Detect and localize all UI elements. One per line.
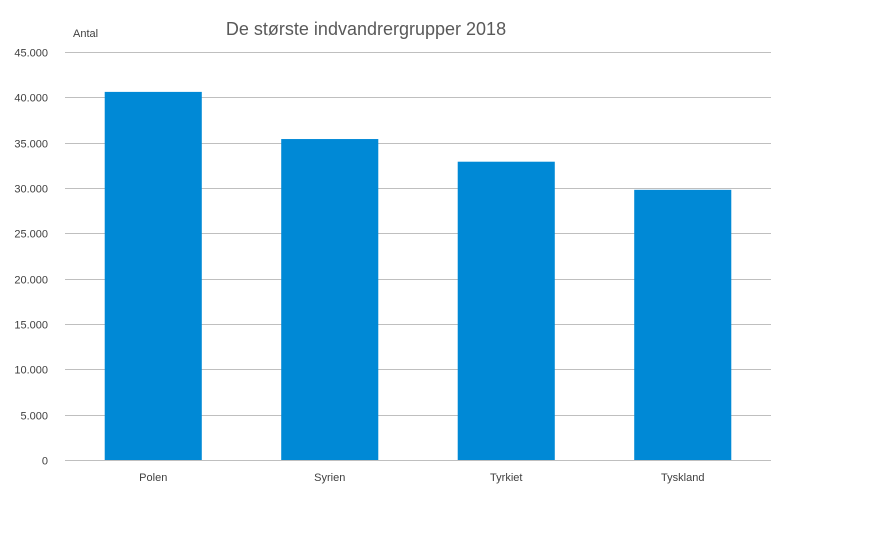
y-tick-labels: 0 5.000 10.000 15.000 20.000 25.000 30.000 35.0… — [14, 48, 48, 468]
bar-tyskland — [634, 189, 732, 460]
y-tick-label: 30.000 — [14, 184, 48, 196]
x-tick-label: Syrien — [314, 472, 345, 484]
x-tick-label: Tyskland — [661, 472, 704, 484]
bar-syrien — [281, 139, 379, 461]
y-tick-label: 45.000 — [14, 48, 48, 60]
y-tick-label: 0 — [42, 456, 48, 468]
y-tick-label: 20.000 — [14, 275, 48, 287]
bar-tyrkiet — [457, 161, 555, 460]
y-tick-label: 25.000 — [14, 229, 48, 241]
y-tick-label: 5.000 — [20, 411, 48, 423]
chart-title: De største indvandrergrupper 2018 — [226, 19, 506, 39]
x-tick-labels: Polen Syrien Tyrkiet Tyskland — [139, 472, 704, 484]
bar-polen — [104, 91, 202, 460]
y-tick-label: 40.000 — [14, 93, 48, 105]
x-tick-label: Tyrkiet — [490, 472, 522, 484]
y-axis-label: Antal — [73, 28, 98, 40]
x-tick-label: Polen — [139, 472, 167, 484]
y-tick-label: 15.000 — [14, 320, 48, 332]
y-tick-label: 10.000 — [14, 365, 48, 377]
y-tick-label: 35.000 — [14, 139, 48, 151]
bars — [104, 91, 732, 461]
